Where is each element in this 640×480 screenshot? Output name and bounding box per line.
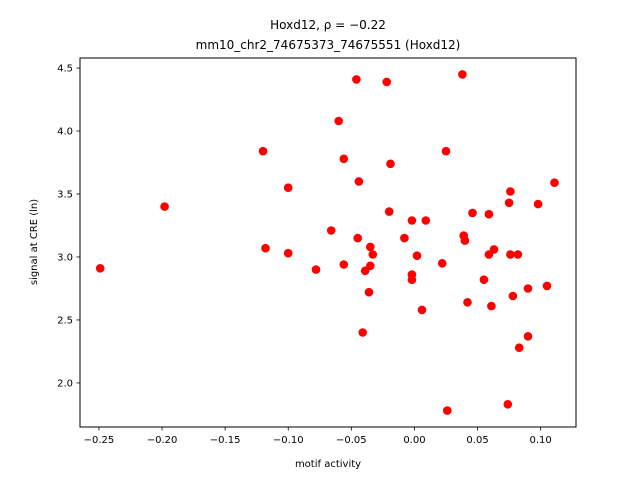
x-axis: −0.25 −0.20 −0.15 −0.10 −0.05 0.00 0.05 0.10	[84, 427, 552, 446]
points-layer	[95, 70, 559, 415]
data-point	[417, 305, 427, 315]
data-point	[160, 202, 169, 211]
data-point	[484, 209, 494, 219]
data-point	[366, 242, 375, 252]
data-point	[533, 199, 543, 209]
data-point	[421, 216, 431, 225]
data-point	[283, 183, 293, 192]
y-axis: 2.0 2.5 3.0 3.5 4.0 4.5	[57, 64, 80, 389]
data-point	[258, 146, 268, 156]
data-point	[339, 260, 349, 269]
y-tick-label: 3.5	[57, 190, 73, 201]
y-tick-label: 4.0	[57, 127, 73, 138]
y-tick-label: 3.0	[57, 252, 73, 263]
data-point	[283, 248, 293, 258]
y-tick-label: 4.5	[57, 64, 73, 75]
x-axis-label: motif activity	[295, 459, 361, 470]
data-point	[358, 328, 368, 337]
data-point	[523, 284, 533, 293]
data-point	[326, 226, 336, 235]
data-point	[407, 275, 417, 285]
data-point	[468, 208, 477, 218]
data-point	[506, 187, 515, 196]
data-point	[311, 265, 321, 274]
x-tick-label: −0.10	[273, 435, 304, 446]
data-point	[513, 250, 523, 259]
data-point	[514, 343, 524, 353]
chart-title-line1: Hoxd12, ρ = −0.22	[270, 18, 386, 32]
data-point	[400, 233, 409, 243]
y-tick-label: 2.5	[57, 315, 73, 326]
x-tick-label: 0.10	[530, 435, 552, 446]
x-tick-label: −0.20	[147, 435, 178, 446]
data-point	[364, 287, 374, 297]
data-point	[523, 332, 533, 341]
data-point	[458, 70, 467, 79]
x-tick-label: −0.25	[84, 435, 115, 446]
data-point	[487, 301, 496, 311]
data-point	[437, 259, 447, 268]
data-point	[504, 198, 514, 208]
data-point	[550, 178, 559, 187]
data-point	[463, 298, 472, 307]
data-point	[460, 236, 470, 245]
plot-frame	[79, 57, 577, 428]
data-point	[506, 250, 515, 259]
data-point	[503, 400, 513, 409]
data-point	[441, 146, 451, 156]
data-point	[353, 233, 363, 243]
data-point	[443, 406, 452, 415]
data-point	[412, 251, 422, 260]
data-point	[384, 207, 394, 216]
data-point	[366, 261, 375, 271]
x-tick-label: 0.05	[466, 435, 488, 446]
data-point	[352, 75, 361, 84]
data-point	[542, 281, 552, 291]
data-point	[479, 275, 489, 285]
data-point	[368, 250, 378, 259]
x-tick-label: 0.00	[403, 435, 425, 446]
chart-title-line2: mm10_chr2_74675373_74675551 (Hoxd12)	[196, 38, 461, 52]
data-point	[339, 154, 349, 164]
y-axis-label: signal at CRE (ln)	[29, 199, 40, 285]
data-point	[261, 243, 270, 253]
data-point	[354, 177, 364, 186]
data-point	[407, 216, 417, 225]
data-point	[386, 159, 395, 169]
data-point	[95, 264, 105, 273]
data-point	[382, 77, 392, 87]
data-point	[334, 116, 344, 126]
data-point	[508, 291, 518, 301]
x-tick-label: −0.15	[210, 435, 241, 446]
x-tick-label: −0.05	[336, 435, 367, 446]
data-point	[489, 245, 499, 254]
y-tick-label: 2.0	[57, 378, 73, 389]
